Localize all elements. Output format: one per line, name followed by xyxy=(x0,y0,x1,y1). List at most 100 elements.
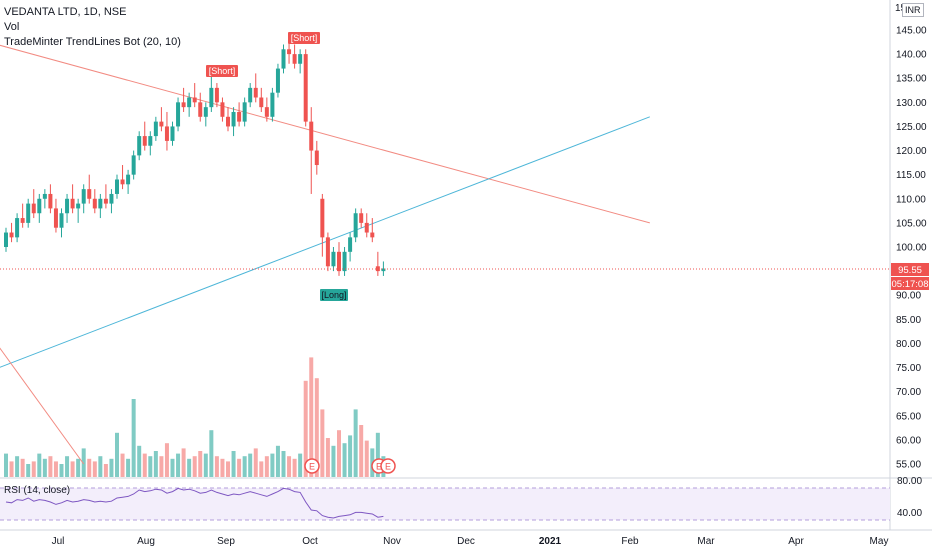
signal-short-2-label: [Short] xyxy=(291,33,318,43)
trendline-old-resistance[interactable] xyxy=(0,295,85,465)
volume-bar-4 xyxy=(26,464,31,477)
price-tick-top: 15 xyxy=(895,3,907,14)
price-tick-0: 145.00 xyxy=(896,26,927,37)
candle-body-7 xyxy=(42,193,47,199)
candle-body-16 xyxy=(92,198,97,209)
volume-bar-27 xyxy=(153,451,158,477)
candle-body-49 xyxy=(275,68,280,93)
volume-bar-8 xyxy=(48,456,53,477)
candle-body-47 xyxy=(264,107,269,117)
rsi-tick-40: 40.00 xyxy=(897,508,922,519)
symbol-title[interactable]: VEDANTA LTD, 1D, NSE xyxy=(4,6,127,18)
volume-bar-15 xyxy=(87,458,92,477)
candle-body-55 xyxy=(309,121,314,151)
volume-legend[interactable]: Vol xyxy=(4,21,20,33)
candle-body-2 xyxy=(15,218,20,238)
candle-body-3 xyxy=(20,218,25,223)
time-tick-3: Oct xyxy=(302,536,318,547)
candle-body-17 xyxy=(98,198,103,209)
candle-body-25 xyxy=(142,136,147,146)
volume-bar-16 xyxy=(92,461,97,477)
volume-bar-36 xyxy=(203,453,208,477)
price-tick-2: 135.00 xyxy=(896,74,927,85)
currency-button[interactable]: INR xyxy=(902,3,924,17)
volume-bar-0 xyxy=(4,453,8,477)
volume-bar-47 xyxy=(264,456,269,477)
signal-short-1[interactable]: [Short] xyxy=(206,65,238,77)
candlesticks xyxy=(4,39,386,276)
trendline-resistance[interactable] xyxy=(0,35,650,224)
candle-body-15 xyxy=(87,189,92,199)
trendlines[interactable] xyxy=(0,35,650,465)
time-tick-5: Dec xyxy=(457,536,475,547)
time-axis[interactable]: Jul Aug Sep Oct Nov Dec 2021 Feb Mar Apr May xyxy=(52,536,889,547)
signal-long-1[interactable]: [Long] xyxy=(320,289,348,301)
volume-bar-20 xyxy=(115,432,119,477)
price-tick-12: 80.00 xyxy=(896,339,921,350)
volume-bar-29 xyxy=(164,443,169,477)
signal-short-2[interactable]: [Short] xyxy=(288,32,320,44)
price-axis[interactable]: 145.00 140.00 135.00 130.00 125.00 120.00 115.… xyxy=(896,26,927,471)
candle-body-46 xyxy=(259,97,264,108)
volume-bar-39 xyxy=(220,458,225,477)
candle-body-67 xyxy=(375,266,380,272)
earnings-marker-2-label: E xyxy=(376,462,382,472)
candle-body-13 xyxy=(76,203,81,209)
candle-body-6 xyxy=(37,198,42,214)
price-tick-11: 85.00 xyxy=(896,315,921,326)
volume-bar-42 xyxy=(237,458,242,477)
volume-bar-10 xyxy=(59,464,64,477)
volume-bar-56 xyxy=(314,378,319,477)
volume-bar-51 xyxy=(287,456,292,477)
volume-bar-44 xyxy=(248,453,253,477)
time-tick-6: 2021 xyxy=(539,536,562,547)
volume-bars xyxy=(4,357,386,477)
earnings-marker-1[interactable]: E xyxy=(304,458,320,474)
candle-body-1 xyxy=(9,232,14,238)
candle-body-28 xyxy=(159,121,164,127)
candle-body-65 xyxy=(364,222,369,233)
candle-body-34 xyxy=(192,97,197,103)
candle-body-41 xyxy=(231,111,236,127)
price-tick-14: 70.00 xyxy=(896,387,921,398)
volume-bar-5 xyxy=(31,461,36,477)
time-tick-10: May xyxy=(870,536,889,547)
volume-bar-55 xyxy=(309,357,314,477)
time-tick-4: Nov xyxy=(383,536,401,547)
volume-bar-34 xyxy=(192,456,197,477)
volume-bar-37 xyxy=(209,430,214,477)
volume-bar-64 xyxy=(359,425,364,477)
candle-body-61 xyxy=(342,251,347,272)
candle-body-23 xyxy=(131,155,136,175)
candle-body-58 xyxy=(325,237,330,267)
candle-body-62 xyxy=(348,237,353,252)
candle-body-30 xyxy=(170,126,175,141)
candle-body-4 xyxy=(26,203,31,223)
candle-body-64 xyxy=(359,213,364,223)
volume-bar-60 xyxy=(337,430,341,477)
earnings-marker-3[interactable]: E xyxy=(380,458,396,474)
volume-bar-35 xyxy=(198,451,203,477)
indicator-legend[interactable]: TradeMinter TrendLines Bot (20, 10) xyxy=(4,36,181,48)
candle-body-10 xyxy=(59,213,64,228)
candle-body-24 xyxy=(137,136,142,156)
countdown-value: 05:17:08 xyxy=(892,279,929,290)
candle-body-45 xyxy=(253,87,258,98)
time-tick-7: Feb xyxy=(621,536,639,547)
rsi-legend[interactable]: RSI (14, close) xyxy=(4,485,71,496)
candle-body-5 xyxy=(31,203,36,214)
candle-body-29 xyxy=(164,126,169,141)
volume-bar-53 xyxy=(298,453,303,477)
price-tick-16: 60.00 xyxy=(896,435,921,446)
candle-body-14 xyxy=(81,189,86,204)
volume-bar-63 xyxy=(353,409,358,477)
volume-bar-18 xyxy=(103,464,108,477)
trendline-support[interactable] xyxy=(0,116,650,382)
volume-bar-12 xyxy=(70,461,75,477)
candle-body-36 xyxy=(203,107,208,117)
volume-bar-46 xyxy=(259,461,264,477)
volume-bar-52 xyxy=(292,458,297,477)
volume-bar-40 xyxy=(226,461,230,477)
